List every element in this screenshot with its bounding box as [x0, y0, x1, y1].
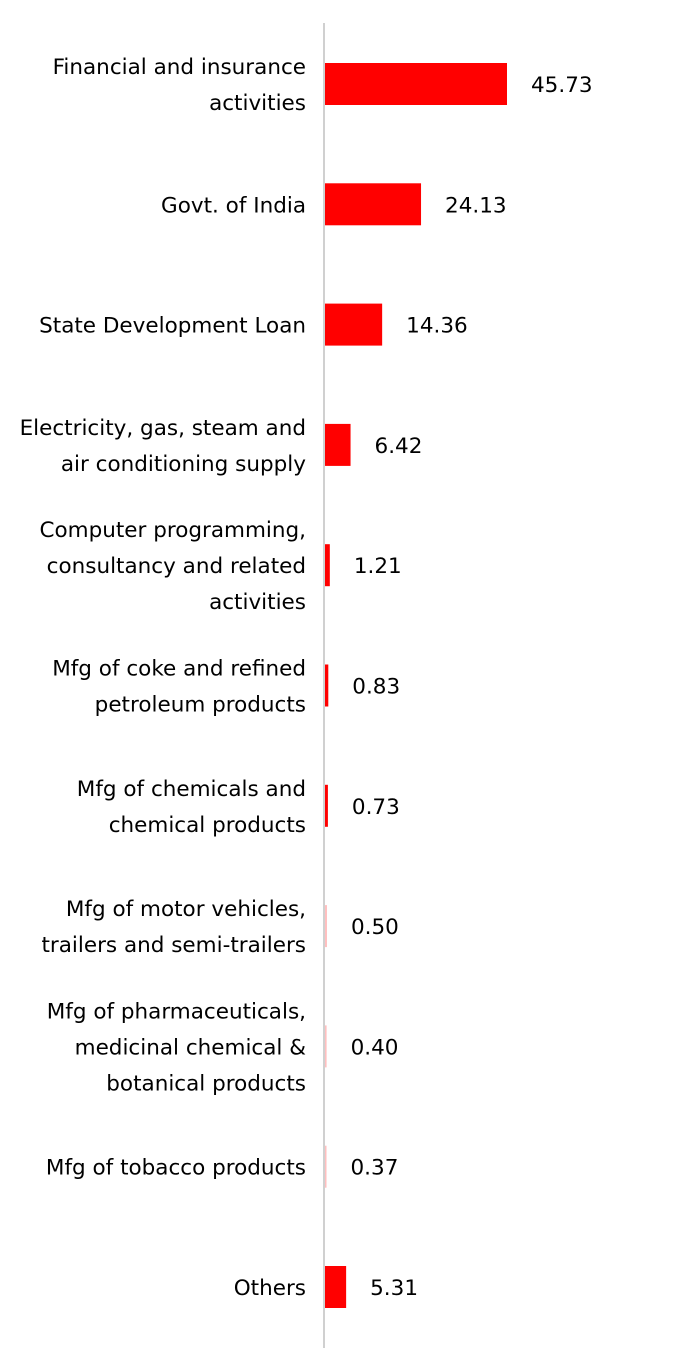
bar [325, 905, 327, 948]
category-label: Financial and insurance activities [53, 55, 306, 116]
category-label: Electricity, gas, steam and air condition… [20, 416, 307, 477]
category-label: State Development Loan [39, 314, 306, 339]
bars-group [325, 63, 507, 1308]
bar [325, 303, 383, 346]
value-label: 5.31 [370, 1276, 418, 1301]
category-label-line: petroleum products [95, 693, 306, 718]
value-label: 0.37 [351, 1156, 399, 1181]
bar [325, 1025, 327, 1068]
bar [325, 63, 507, 105]
category-label-line: State Development Loan [39, 314, 306, 339]
category-label: Mfg of motor vehicles, trailers and semi-… [41, 897, 306, 958]
value-label: 0.40 [351, 1035, 399, 1060]
bar [325, 664, 329, 707]
category-label-line: Mfg of tobacco products [46, 1156, 306, 1181]
category-label-line: Mfg of chemicals and [77, 777, 306, 802]
category-label: Mfg of pharmaceuticals, medicinal chemica… [47, 999, 307, 1096]
category-label: Govt. of India [161, 193, 306, 218]
category-label-line: botanical products [106, 1071, 306, 1096]
value-label: 14.36 [406, 314, 468, 339]
category-label-line: Govt. of India [161, 193, 306, 218]
value-label: 0.83 [352, 675, 400, 700]
category-label-line: activities [209, 590, 306, 615]
value-label: 0.73 [352, 795, 400, 820]
value-labels-group: 45.73 24.13 14.36 6.42 1.21 0.83 0.73 0.50 0.40 0… [351, 73, 593, 1301]
category-label-line: consultancy and related [47, 554, 306, 579]
category-label-line: Mfg of pharmaceuticals, [47, 999, 306, 1024]
category-label-line: Financial and insurance [53, 55, 306, 80]
category-label: Others [234, 1276, 306, 1301]
category-label-line: trailers and semi-trailers [41, 933, 306, 958]
category-label-line: chemical products [109, 813, 306, 838]
bar [325, 423, 351, 466]
category-label-line: medicinal chemical & [75, 1035, 307, 1060]
category-label: Mfg of chemicals and chemical products [77, 777, 306, 838]
value-label: 0.50 [351, 915, 399, 940]
value-label: 45.73 [531, 73, 593, 98]
category-label-line: Others [234, 1276, 306, 1301]
category-label-line: Computer programming, [39, 518, 306, 543]
value-label: 6.42 [375, 434, 423, 459]
category-label-line: activities [209, 91, 306, 116]
category-label-line: air conditioning supply [61, 452, 306, 477]
value-label: 24.13 [445, 193, 507, 218]
category-labels-group: Financial and insurance activities Govt. o… [20, 55, 307, 1301]
bar [325, 183, 422, 226]
bar [325, 544, 330, 587]
category-label: Mfg of tobacco products [46, 1156, 306, 1181]
category-label-line: Mfg of motor vehicles, [66, 897, 306, 922]
bar [325, 1266, 347, 1308]
category-label-line: Electricity, gas, steam and [20, 416, 306, 441]
bar [325, 784, 328, 827]
bar [325, 1145, 327, 1188]
category-label: Mfg of coke and refined petroleum product… [52, 657, 306, 718]
category-label-line: Mfg of coke and refined [52, 657, 306, 682]
value-label: 1.21 [354, 554, 402, 579]
category-label: Computer programming, consultancy and rel… [39, 518, 306, 615]
